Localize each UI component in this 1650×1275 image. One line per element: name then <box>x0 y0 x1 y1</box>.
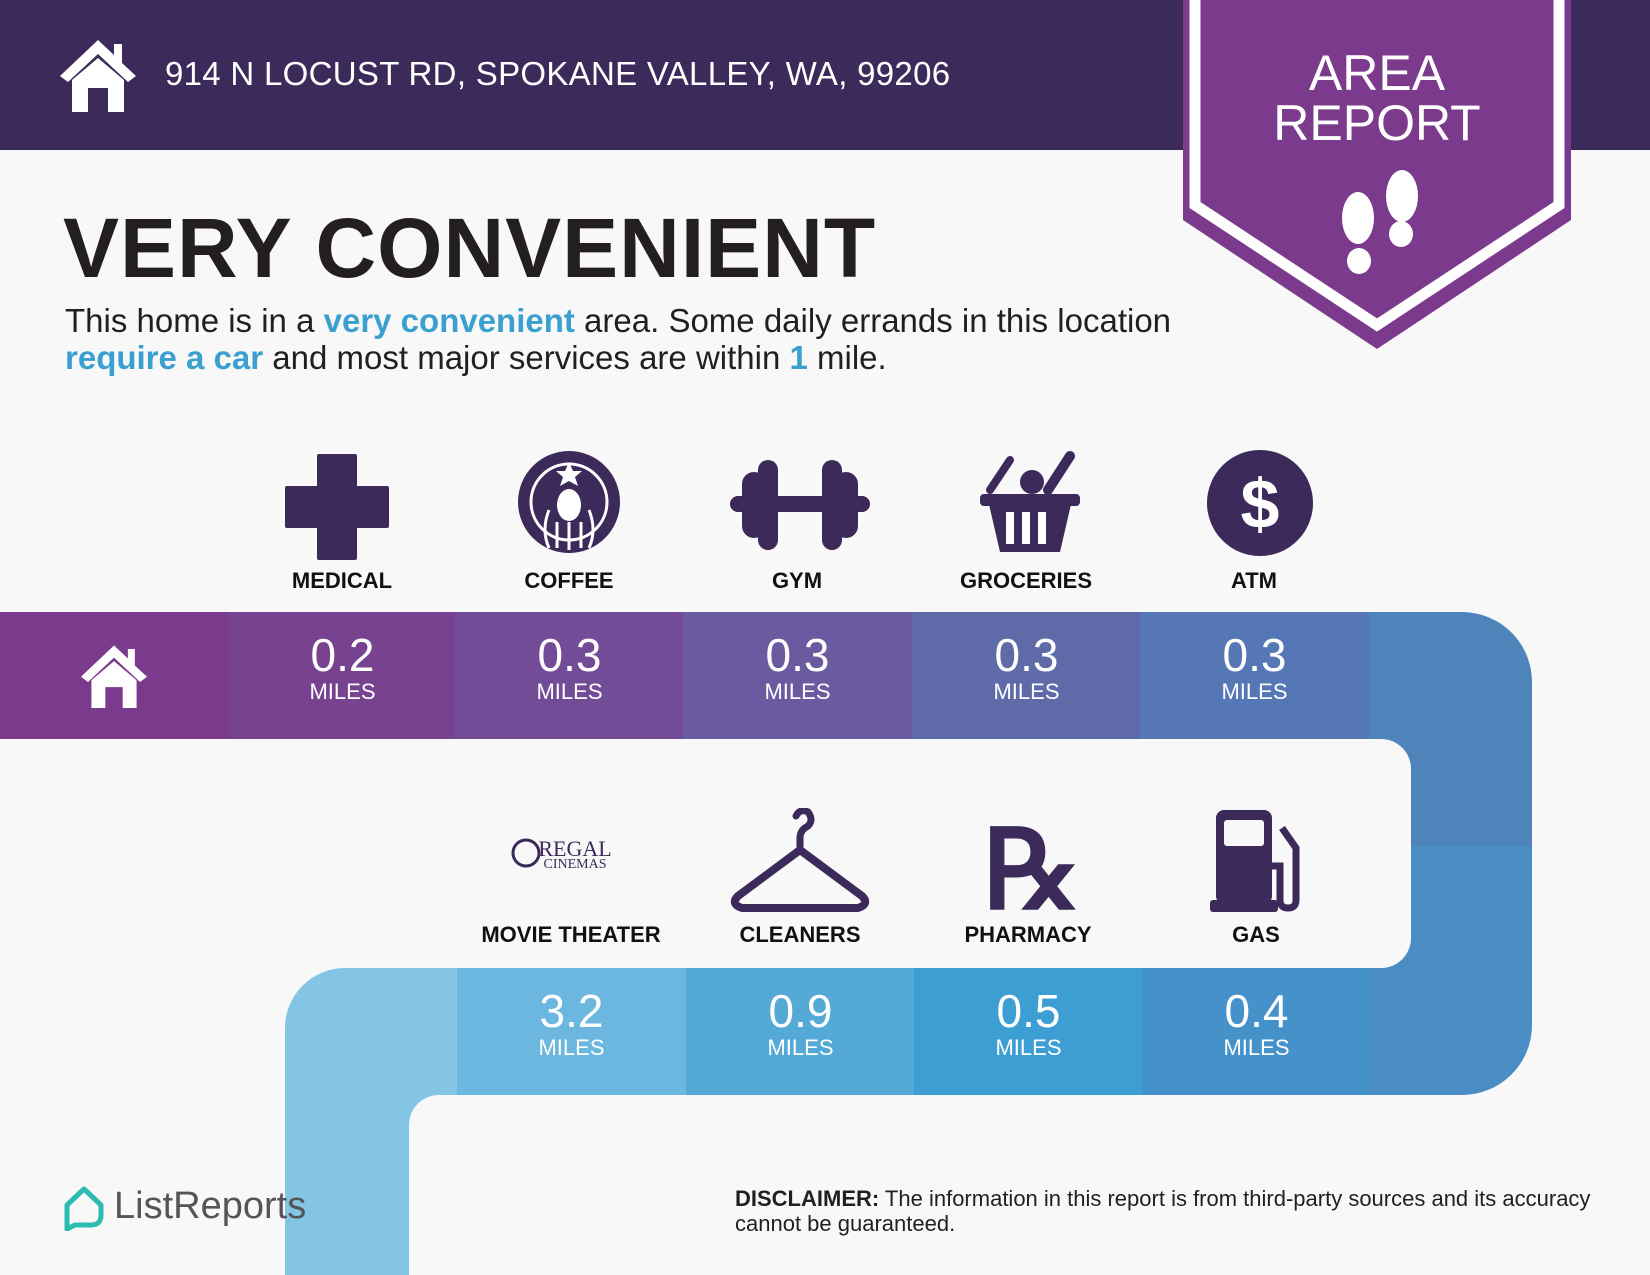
distance-cell-movie-theater: 3.2 MILES <box>457 968 686 1095</box>
summary-highlight: 1 <box>789 339 808 376</box>
category-label: MEDICAL <box>291 568 393 593</box>
distance-value: 0.2 <box>310 629 375 681</box>
listreports-logo-icon <box>64 1186 104 1231</box>
distance-cell-gym: 0.3 MILES <box>683 612 912 739</box>
dumbbell-icon <box>730 460 870 550</box>
distance-cell-groceries: 0.3 MILES <box>912 612 1141 739</box>
house-icon <box>60 40 136 112</box>
distance-value: 0.3 <box>994 629 1059 681</box>
disclaimer-text: The information in this report is from t… <box>735 1186 1591 1236</box>
hanger-icon <box>730 808 870 912</box>
listreports-logo: ListReports <box>114 1185 307 1227</box>
house-icon <box>81 645 147 708</box>
distance-unit: MILES <box>1223 1035 1290 1060</box>
page-title: VERY CONVENIENT <box>63 201 877 295</box>
dollar-icon: $ <box>1207 450 1313 556</box>
distance-cell-atm: 0.3 MILES <box>1140 612 1369 739</box>
banner-line1: AREA <box>1308 45 1446 101</box>
summary-part: and most major services are within <box>263 339 790 376</box>
grocery-basket-icon <box>980 451 1080 552</box>
disclaimer: DISCLAIMER: The information in this repo… <box>735 1186 1605 1236</box>
medical-cross-icon <box>285 454 389 560</box>
category-label: CLEANERS <box>739 922 861 947</box>
category-label: PHARMACY <box>964 922 1092 947</box>
summary-part: mile. <box>807 339 887 376</box>
summary-part: This home is in a <box>65 302 324 339</box>
svg-text:REGAL: REGAL <box>538 836 611 861</box>
distance-unit: MILES <box>993 679 1060 704</box>
svg-text:$: $ <box>1241 465 1280 543</box>
starbucks-logo-icon <box>518 451 620 553</box>
distance-cell-gas: 0.4 MILES <box>1142 968 1371 1095</box>
distance-unit: MILES <box>764 679 831 704</box>
rx-icon: ℞ <box>983 809 1082 918</box>
distance-value: 3.2 <box>539 985 604 1037</box>
summary-text: This home is in a very convenient area. … <box>65 302 1185 376</box>
category-label: MOVIE THEATER <box>481 922 661 947</box>
distance-cell-coffee: 0.3 MILES <box>455 612 684 739</box>
banner-line2: REPORT <box>1273 95 1481 151</box>
distance-unit: MILES <box>995 1035 1062 1060</box>
footprints-icon <box>1342 170 1418 274</box>
distance-value: 0.3 <box>765 629 830 681</box>
gas-pump-icon <box>1210 810 1300 912</box>
distance-cell-medical: 0.2 MILES <box>228 612 457 739</box>
summary-highlight: require a car <box>65 339 264 376</box>
distance-unit: MILES <box>1221 679 1288 704</box>
distance-unit: MILES <box>309 679 376 704</box>
distance-cell-pharmacy: 0.5 MILES <box>914 968 1143 1095</box>
category-label: COFFEE <box>524 568 614 593</box>
distance-unit: MILES <box>767 1035 834 1060</box>
distance-value: 0.4 <box>1224 985 1289 1037</box>
category-label: ATM <box>1230 568 1278 593</box>
distance-value: 0.3 <box>537 629 602 681</box>
disclaimer-label: DISCLAIMER: <box>735 1186 880 1211</box>
property-address: 914 N LOCUST RD, SPOKANE VALLEY, WA, 992… <box>165 55 951 92</box>
category-label: GYM <box>771 568 823 593</box>
home-cell <box>0 612 228 739</box>
summary-highlight: very convenient <box>323 302 575 339</box>
distance-value: 0.5 <box>996 985 1061 1037</box>
category-label: GROCERIES <box>959 568 1093 593</box>
distance-cell-cleaners: 0.9 MILES <box>686 968 915 1095</box>
distance-unit: MILES <box>536 679 603 704</box>
summary-part: area. Some daily errands in this locatio… <box>574 302 1172 339</box>
distance-value: 0.9 <box>768 985 833 1037</box>
banner-title: AREA REPORT <box>1183 48 1571 148</box>
svg-text:CINEMAS: CINEMAS <box>543 857 606 872</box>
area-report-banner <box>1183 0 1571 349</box>
category-label: GAS <box>1232 922 1280 947</box>
distance-value: 0.3 <box>1222 629 1287 681</box>
distance-unit: MILES <box>538 1035 605 1060</box>
svg-text:℞: ℞ <box>983 809 1082 918</box>
